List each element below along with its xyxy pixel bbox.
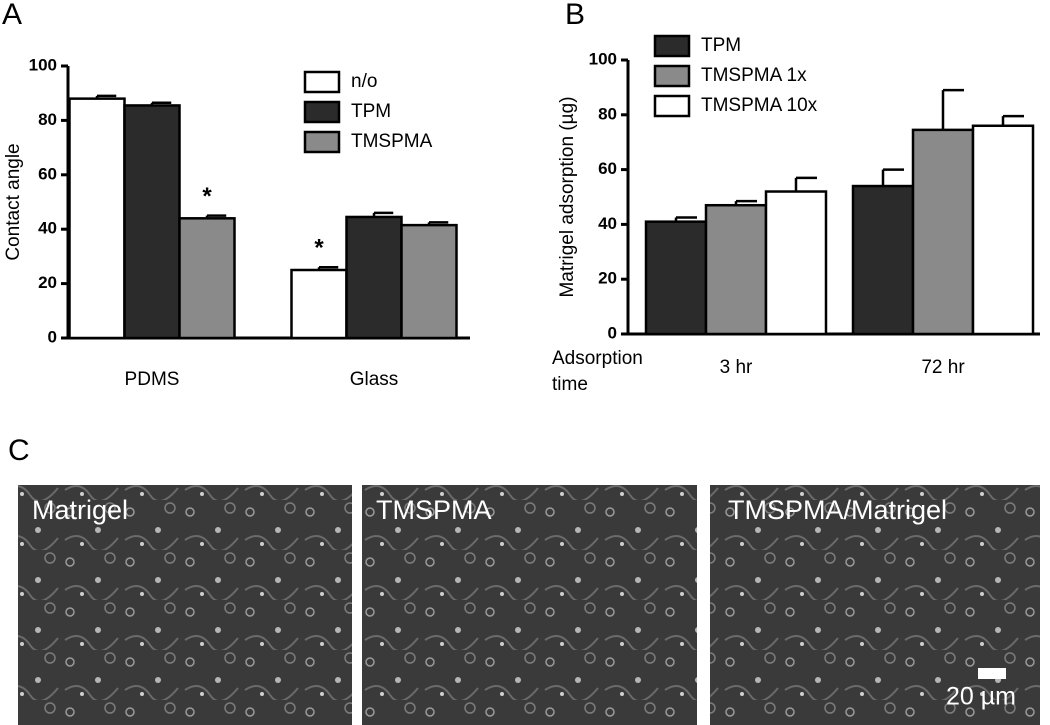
x-tick-label: PDMS <box>125 369 180 390</box>
x-tick-label: 3 hr <box>720 357 753 378</box>
micrograph <box>362 485 697 725</box>
micrograph <box>18 485 352 725</box>
scale-bar <box>978 668 1006 679</box>
panel-label: C <box>8 434 30 467</box>
y-axis-label: Matrigel adsorption (µg) <box>557 96 578 297</box>
legend-label: TPM <box>351 101 391 122</box>
micrograph <box>710 485 1040 725</box>
bar <box>971 124 1035 336</box>
legend-swatch <box>653 94 691 118</box>
legend-swatch <box>653 64 691 88</box>
legend-swatch <box>303 100 341 124</box>
y-tick-label: 80 <box>38 110 57 129</box>
y-tick-label: 80 <box>598 104 617 123</box>
bar <box>178 217 236 340</box>
error-bar <box>881 168 904 187</box>
y-tick-label: 40 <box>598 214 617 233</box>
legend-label: TMSPMA <box>351 131 433 152</box>
micrograph-label: TMSPMA <box>376 495 492 525</box>
error-bar <box>1001 114 1024 126</box>
bar <box>345 215 403 340</box>
error-bar <box>317 266 339 270</box>
bar <box>123 104 181 340</box>
micrograph-label: TMSPMA/Matrigel <box>728 495 947 525</box>
x-tick-label: 72 hr <box>921 357 965 378</box>
annotation: * <box>314 235 324 262</box>
y-tick-label: 20 <box>38 273 57 292</box>
legend-label: TMSPMA 1x <box>701 65 807 86</box>
bar <box>68 97 126 340</box>
error-bar <box>794 176 817 192</box>
error-bar <box>95 94 117 99</box>
legend-label: n/o <box>351 71 377 92</box>
panel-label: A <box>2 0 22 31</box>
y-tick-label: 0 <box>48 327 57 346</box>
error-bar <box>674 216 697 222</box>
y-tick-label: 100 <box>589 49 617 68</box>
micrograph-label: Matrigel <box>32 495 128 525</box>
panel-label: B <box>565 0 585 31</box>
y-tick-label: 40 <box>38 219 57 238</box>
annotation: * <box>202 183 212 210</box>
x-tick-label: Glass <box>350 369 399 390</box>
error-bar <box>150 101 172 106</box>
y-tick-label: 60 <box>38 164 57 183</box>
legend-label: TMSPMA 10x <box>701 95 818 116</box>
y-tick-label: 0 <box>608 323 617 342</box>
bar <box>644 220 708 336</box>
error-bar <box>205 214 227 219</box>
legend-label: TPM <box>701 35 741 56</box>
scale-bar-label: 20 µm <box>946 683 1016 711</box>
bar <box>911 128 975 336</box>
bar <box>704 203 768 336</box>
bar <box>400 223 458 340</box>
bar <box>851 184 915 336</box>
bar <box>764 190 828 336</box>
y-tick-label: 100 <box>29 55 57 74</box>
legend-swatch <box>653 34 691 58</box>
legend-swatch <box>303 130 341 154</box>
bar <box>290 268 348 340</box>
y-axis-label: Contact angle <box>3 143 24 260</box>
legend-swatch <box>303 70 341 94</box>
error-bar <box>372 211 394 217</box>
y-tick-label: 60 <box>598 159 617 178</box>
error-bar <box>734 199 757 206</box>
error-bar <box>941 88 964 130</box>
x-axis-label: Adsorption time <box>552 348 643 395</box>
error-bar <box>427 221 449 226</box>
y-tick-label: 20 <box>598 269 617 288</box>
